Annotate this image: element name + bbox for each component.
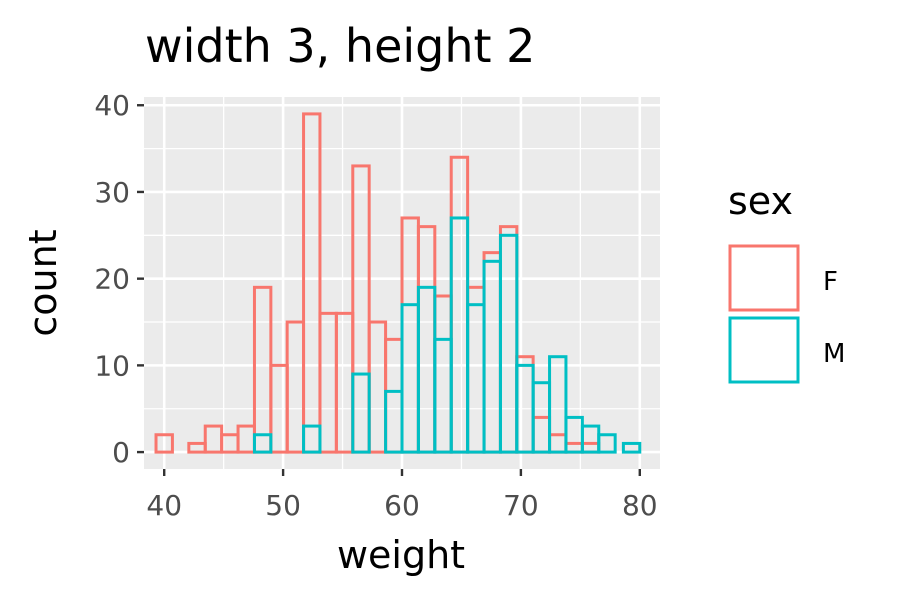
legend: sex F M xyxy=(728,179,845,384)
bar-m xyxy=(548,355,568,454)
chart-title: width 3, height 2 xyxy=(145,19,535,73)
x-tick-label: 70 xyxy=(503,489,539,522)
bar-m xyxy=(597,433,617,454)
y-axis: 0 10 20 30 40 xyxy=(94,89,144,469)
x-axis-title: weight xyxy=(337,533,465,577)
y-tick-label: 40 xyxy=(94,89,130,122)
y-tick-label: 0 xyxy=(112,436,130,469)
legend-title: sex xyxy=(728,179,793,223)
legend-key-f xyxy=(728,244,800,312)
x-tick-label: 60 xyxy=(384,489,420,522)
x-tick-label: 40 xyxy=(146,489,182,522)
bar-f xyxy=(154,433,174,454)
y-axis-title: count xyxy=(21,229,65,336)
bar-m xyxy=(498,233,519,454)
y-tick-label: 20 xyxy=(94,263,130,296)
x-axis: 40 50 60 70 80 xyxy=(146,469,658,522)
bar-m xyxy=(351,372,371,454)
legend-label-f: F xyxy=(823,267,838,297)
legend-key-m xyxy=(728,316,800,384)
y-tick-label: 30 xyxy=(94,176,130,209)
bar-m xyxy=(252,433,273,454)
x-tick-label: 80 xyxy=(622,489,658,522)
y-tick-label: 10 xyxy=(94,349,130,382)
legend-label-m: M xyxy=(823,339,845,369)
bar-m xyxy=(302,424,322,454)
bar-m xyxy=(621,441,642,454)
x-tick-label: 50 xyxy=(265,489,301,522)
histogram-bars xyxy=(154,112,642,454)
